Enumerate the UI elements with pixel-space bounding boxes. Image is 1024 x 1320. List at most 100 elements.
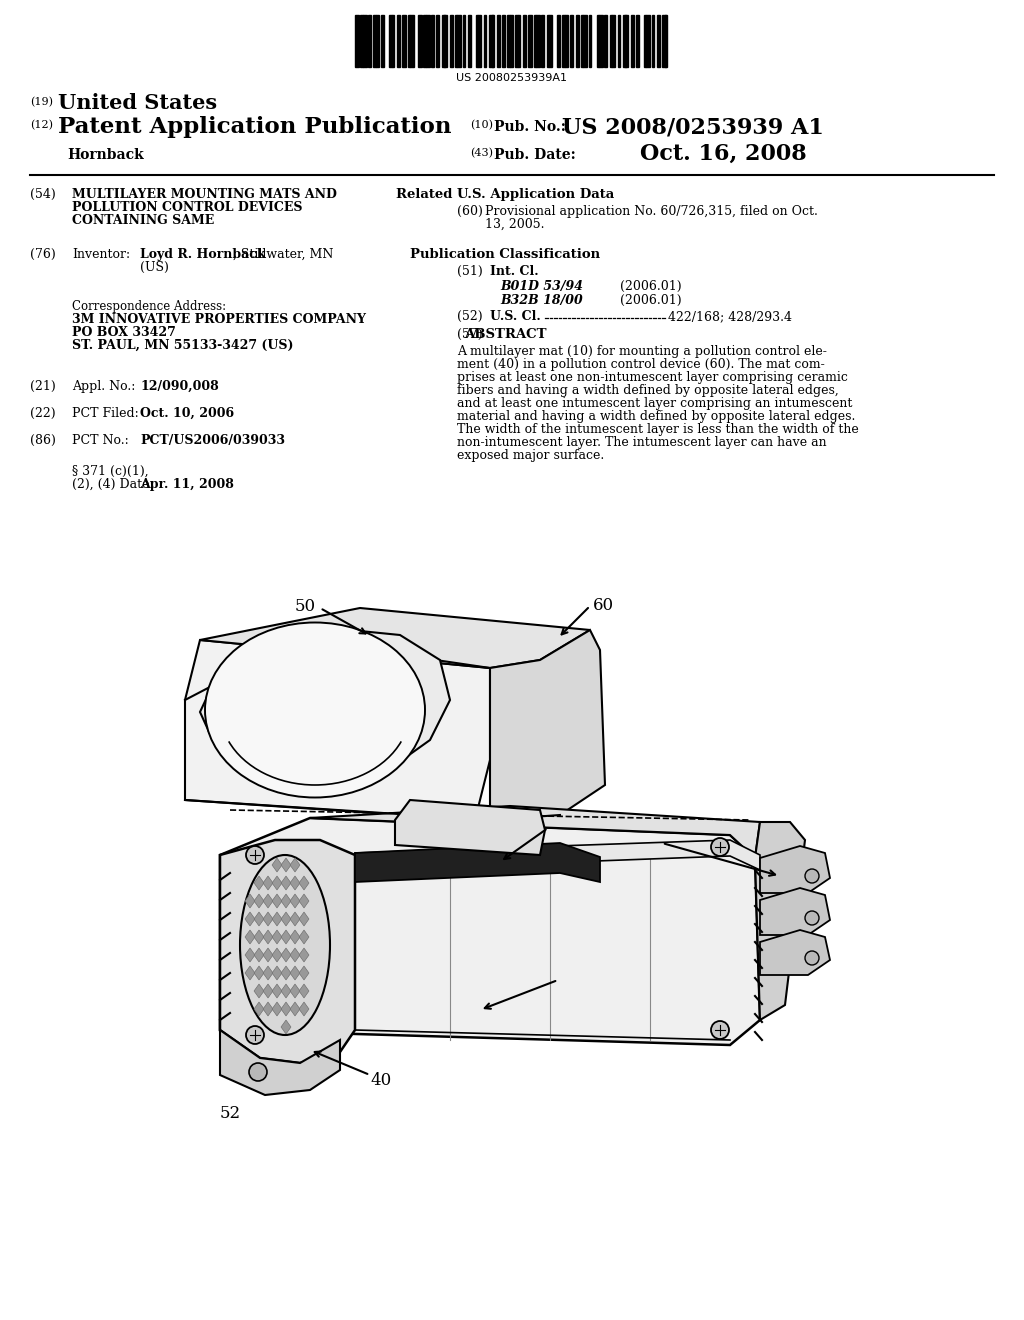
Text: (51): (51) (457, 265, 482, 279)
Polygon shape (281, 966, 291, 979)
Bar (392, 15, 394, 67)
Polygon shape (281, 876, 291, 890)
Text: United States: United States (58, 92, 217, 114)
Polygon shape (490, 630, 605, 820)
Bar (362, 15, 367, 67)
Polygon shape (263, 912, 273, 927)
Bar (597, 15, 599, 67)
Bar (426, 15, 429, 67)
Polygon shape (263, 948, 273, 962)
Bar (455, 15, 458, 67)
Text: non-intumescent layer. The intumescent layer can have an: non-intumescent layer. The intumescent l… (457, 436, 826, 449)
Bar (497, 15, 501, 67)
Polygon shape (254, 931, 264, 944)
Polygon shape (299, 931, 309, 944)
Text: (86): (86) (30, 434, 56, 447)
Text: MULTILAYER MOUNTING MATS AND: MULTILAYER MOUNTING MATS AND (72, 187, 337, 201)
Text: Publication Classification: Publication Classification (410, 248, 600, 261)
Polygon shape (281, 983, 291, 998)
Polygon shape (272, 876, 282, 890)
Polygon shape (272, 858, 282, 873)
Text: 60: 60 (593, 597, 614, 614)
Text: A multilayer mat (10) for mounting a pollution control ele-: A multilayer mat (10) for mounting a pol… (457, 345, 826, 358)
Polygon shape (290, 894, 300, 908)
Polygon shape (254, 876, 264, 890)
Polygon shape (281, 948, 291, 962)
Polygon shape (220, 1030, 340, 1096)
Circle shape (805, 869, 819, 883)
Text: ment (40) in a pollution control device (60). The mat com-: ment (40) in a pollution control device … (457, 358, 824, 371)
Text: Pub. No.:: Pub. No.: (494, 120, 566, 135)
Polygon shape (299, 876, 309, 890)
Bar (617, 15, 621, 67)
Polygon shape (254, 983, 264, 998)
Text: § 371 (c)(1),: § 371 (c)(1), (72, 465, 148, 478)
Text: (2006.01): (2006.01) (620, 280, 682, 293)
Bar (397, 15, 399, 67)
Text: 50: 50 (295, 598, 316, 615)
Text: 422/168; 428/293.4: 422/168; 428/293.4 (668, 310, 792, 323)
Text: CONTAINING SAME: CONTAINING SAME (72, 214, 214, 227)
Bar (507, 15, 510, 67)
Polygon shape (299, 966, 309, 979)
Bar (549, 15, 552, 67)
Polygon shape (272, 948, 282, 962)
Polygon shape (299, 894, 309, 908)
Text: PCT No.:: PCT No.: (72, 434, 129, 447)
Polygon shape (290, 912, 300, 927)
Polygon shape (245, 912, 255, 927)
Bar (468, 15, 470, 67)
Bar (665, 15, 668, 67)
Text: Apr. 11, 2008: Apr. 11, 2008 (140, 478, 233, 491)
Bar (609, 15, 612, 67)
Bar (436, 15, 439, 67)
Text: 10: 10 (550, 820, 571, 837)
Bar (612, 15, 614, 67)
Text: 40: 40 (370, 1072, 391, 1089)
Bar (502, 15, 505, 67)
Circle shape (805, 950, 819, 965)
Text: The width of the intumescent layer is less than the width of the: The width of the intumescent layer is le… (457, 422, 859, 436)
Bar (631, 15, 634, 67)
Text: (57): (57) (457, 327, 482, 341)
Bar (644, 15, 646, 67)
Bar (589, 15, 591, 67)
Polygon shape (281, 912, 291, 927)
Text: 50: 50 (558, 970, 580, 987)
Text: (43): (43) (470, 148, 493, 158)
Text: (US): (US) (140, 261, 169, 275)
Bar (408, 15, 411, 67)
Bar (355, 15, 358, 67)
Polygon shape (355, 843, 600, 882)
Text: POLLUTION CONTROL DEVICES: POLLUTION CONTROL DEVICES (72, 201, 302, 214)
Text: B32B 18/00: B32B 18/00 (500, 294, 583, 308)
Polygon shape (263, 983, 273, 998)
Circle shape (711, 1020, 729, 1039)
Text: (12): (12) (30, 120, 53, 131)
Text: Correspondence Address:: Correspondence Address: (72, 300, 226, 313)
Polygon shape (263, 1002, 273, 1016)
Bar (565, 15, 567, 67)
Polygon shape (272, 931, 282, 944)
Bar (636, 15, 639, 67)
Bar (557, 15, 560, 67)
Circle shape (249, 1063, 267, 1081)
Text: fibers and having a width defined by opposite lateral edges,: fibers and having a width defined by opp… (457, 384, 839, 397)
Text: (52): (52) (457, 310, 482, 323)
Text: prises at least one non-intumescent layer comprising ceramic: prises at least one non-intumescent laye… (457, 371, 848, 384)
Polygon shape (245, 931, 255, 944)
Polygon shape (200, 628, 450, 775)
Polygon shape (200, 609, 590, 668)
Polygon shape (254, 894, 264, 908)
Polygon shape (281, 894, 291, 908)
Bar (575, 15, 580, 67)
Bar (510, 15, 512, 67)
Text: (21): (21) (30, 380, 55, 393)
Bar (515, 15, 518, 67)
Polygon shape (272, 983, 282, 998)
Bar (376, 15, 379, 67)
Bar (402, 15, 406, 67)
Text: U.S. Cl.: U.S. Cl. (490, 310, 541, 323)
Text: PCT Filed:: PCT Filed: (72, 407, 138, 420)
Text: US 20080253939A1: US 20080253939A1 (457, 73, 567, 83)
